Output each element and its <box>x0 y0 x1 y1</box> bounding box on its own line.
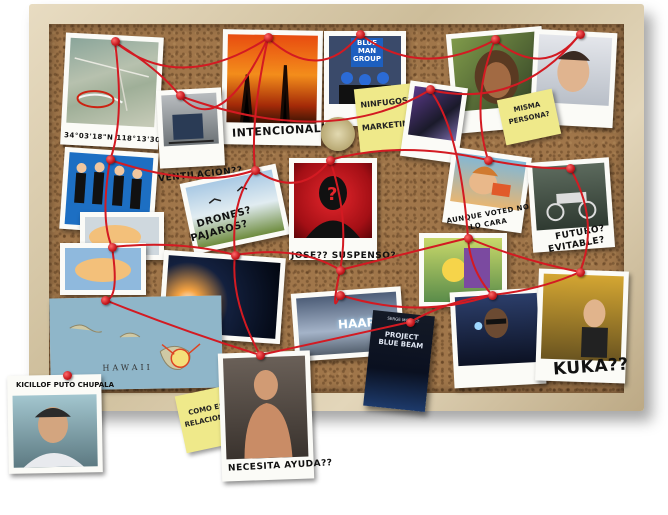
photo-shirtless-man <box>217 350 315 482</box>
photo-men-in-black <box>449 287 547 389</box>
pin <box>264 33 273 42</box>
blue-man-group-logo: BLUE MAN GROUP <box>351 38 383 67</box>
pin <box>101 296 110 305</box>
pin <box>108 243 117 252</box>
photo-subway-man <box>535 268 629 384</box>
photo-unknown-silhouette: ? <box>289 158 377 260</box>
photo-drones <box>179 163 291 255</box>
photo-cartoon-character <box>442 146 532 234</box>
pin <box>491 35 500 44</box>
pin <box>356 30 365 39</box>
pin <box>464 234 473 243</box>
caption-kicillof: KICILLOF PUTO CHUPALA <box>16 381 115 389</box>
photo-kicillof <box>7 374 103 474</box>
pin <box>231 251 240 260</box>
pin <box>426 85 435 94</box>
svg-text:?: ? <box>327 184 337 205</box>
pin <box>576 268 585 277</box>
pin <box>111 37 120 46</box>
pin <box>326 156 335 165</box>
penguin-coin <box>321 117 355 151</box>
pin <box>484 156 493 165</box>
photo-cartoon-hand-2 <box>60 243 146 295</box>
pin <box>176 91 185 100</box>
pin <box>251 166 260 175</box>
caption-jose: JOSE?? SUSPENSO? <box>291 251 397 261</box>
photo-man-portrait <box>529 28 618 129</box>
pin <box>488 291 497 300</box>
pin <box>566 164 575 173</box>
photo-ventilation <box>156 87 225 169</box>
pin <box>336 291 345 300</box>
map-hawaii: HAWAII <box>49 295 223 391</box>
pin <box>63 371 72 380</box>
pin <box>256 351 265 360</box>
photo-beatles <box>59 146 159 236</box>
pin <box>406 318 415 327</box>
pin <box>576 30 585 39</box>
pin <box>336 266 345 275</box>
pin <box>106 155 115 164</box>
